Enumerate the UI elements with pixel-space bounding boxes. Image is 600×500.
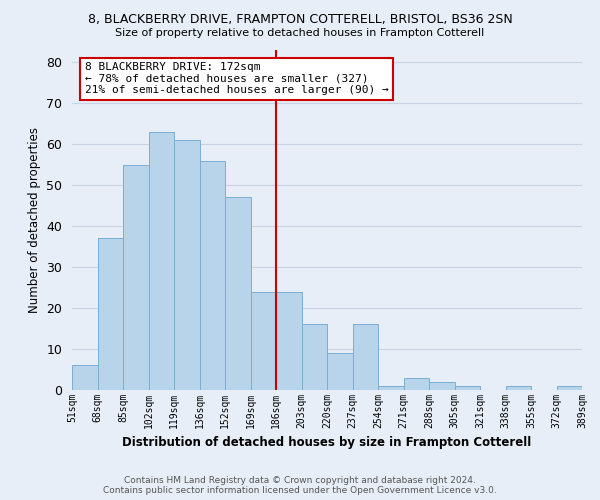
Text: Size of property relative to detached houses in Frampton Cotterell: Size of property relative to detached ho… xyxy=(115,28,485,38)
Text: Contains HM Land Registry data © Crown copyright and database right 2024.
Contai: Contains HM Land Registry data © Crown c… xyxy=(103,476,497,495)
Bar xyxy=(302,324,327,390)
Bar xyxy=(97,238,123,390)
Text: 8 BLACKBERRY DRIVE: 172sqm
← 78% of detached houses are smaller (327)
21% of sem: 8 BLACKBERRY DRIVE: 172sqm ← 78% of deta… xyxy=(85,62,389,96)
Bar xyxy=(455,386,480,390)
Bar xyxy=(505,386,531,390)
Y-axis label: Number of detached properties: Number of detached properties xyxy=(28,127,41,313)
Bar xyxy=(404,378,429,390)
Text: 8, BLACKBERRY DRIVE, FRAMPTON COTTERELL, BRISTOL, BS36 2SN: 8, BLACKBERRY DRIVE, FRAMPTON COTTERELL,… xyxy=(88,12,512,26)
Bar xyxy=(225,198,251,390)
Bar xyxy=(123,164,149,390)
Bar xyxy=(378,386,404,390)
Bar xyxy=(353,324,378,390)
Bar xyxy=(557,386,582,390)
Bar xyxy=(429,382,455,390)
X-axis label: Distribution of detached houses by size in Frampton Cotterell: Distribution of detached houses by size … xyxy=(122,436,532,450)
Bar xyxy=(327,353,353,390)
Bar xyxy=(149,132,174,390)
Bar xyxy=(251,292,276,390)
Bar xyxy=(276,292,302,390)
Bar xyxy=(199,160,225,390)
Bar xyxy=(72,366,97,390)
Bar xyxy=(174,140,199,390)
